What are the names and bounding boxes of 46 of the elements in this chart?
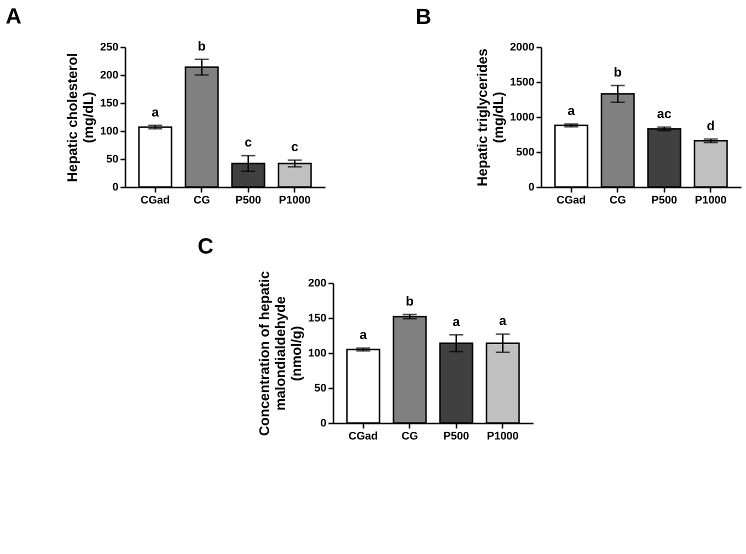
y-tick-label: 150 (100, 98, 118, 110)
annotation: ac (657, 106, 672, 122)
y-tick-label: 200 (308, 278, 326, 290)
annotation: d (706, 118, 715, 134)
y-tick-label: 0 (320, 418, 326, 430)
y-axis-title: Hepatic triglycerides (mg/dL) (474, 48, 506, 186)
y-tick-label: 1500 (510, 76, 534, 88)
y-tick-label: 0 (528, 182, 534, 194)
annotation: c (291, 139, 298, 154)
x-tick-label: CG (401, 430, 418, 442)
x-tick-label: P500 (443, 430, 470, 442)
annotation: b (614, 64, 622, 80)
x-tick-label: CG (193, 194, 210, 206)
annotation: a (360, 327, 368, 342)
y-tick-label: 150 (308, 312, 326, 324)
annotation: a (152, 104, 160, 120)
y-tick-label: 50 (314, 382, 326, 394)
y-tick-label: 200 (100, 70, 118, 82)
x-tick-label: CGad (348, 430, 378, 442)
x-tick-label: P1000 (694, 194, 727, 206)
annotation: b (406, 294, 414, 308)
chart-title: C (198, 234, 214, 259)
annotation: a (499, 313, 508, 328)
y-tick-label: 250 (100, 42, 118, 54)
annotation: c (244, 134, 252, 150)
annotation: a (452, 314, 461, 329)
y-tick-label: 100 (308, 348, 326, 360)
x-tick-label: P500 (651, 194, 678, 206)
y-tick-label: 500 (516, 146, 534, 158)
chart-title: A (6, 3, 22, 28)
annotation: b (198, 38, 206, 54)
x-tick-label: CG (609, 194, 626, 206)
y-axis-title: Hepatic cholesterol (mg/dL) (64, 52, 96, 182)
y-tick-label: 1000 (510, 112, 534, 124)
y-tick-label: 0 (112, 182, 118, 194)
x-tick-label: CGad (556, 194, 586, 206)
y-tick-label: 2000 (510, 42, 534, 54)
x-tick-label: P500 (235, 194, 262, 206)
y-tick-label: 100 (100, 126, 118, 138)
x-tick-label: CGad (140, 194, 170, 206)
x-tick-label: P1000 (278, 194, 311, 206)
y-axis-title: Concentration of hepatic malondialdehyde (nmol/g) (256, 270, 304, 436)
y-tick-label: 50 (106, 154, 118, 166)
annotation: a (568, 103, 576, 118)
chart-title: B (416, 4, 432, 29)
x-tick-label: P1000 (486, 430, 519, 442)
